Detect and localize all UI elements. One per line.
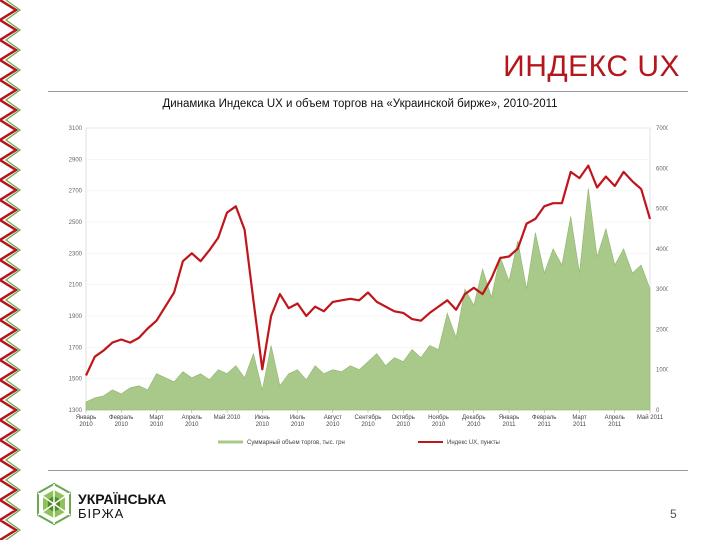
- x-tick-label-year: 2010: [432, 422, 446, 428]
- y-right-tick: 0: [656, 408, 660, 414]
- y-right-tick: 70000: [656, 126, 668, 132]
- x-tick-label-year: 2010: [291, 422, 305, 428]
- exchange-logo-icon: [37, 482, 71, 526]
- x-tick-label: Апрель: [605, 415, 625, 421]
- page-title: ИНДЕКС UX: [503, 50, 680, 83]
- logo-text-line1: УКРАЇНСЬКА: [78, 491, 167, 507]
- x-tick-label-year: 2010: [79, 422, 93, 428]
- x-tick-label: Январь: [499, 415, 520, 421]
- x-tick-label: Сентябрь: [355, 415, 382, 421]
- x-tick-label-year: 2011: [573, 422, 587, 428]
- zigzag-line-1: [0, 0, 19, 540]
- x-tick-label-year: 2010: [326, 422, 340, 428]
- y-right-tick: 50000: [656, 207, 668, 213]
- x-tick-label: Февраль: [109, 415, 133, 421]
- x-tick-label-year: 2010: [397, 422, 411, 428]
- y-right-tick: 60000: [656, 166, 668, 172]
- x-tick-label: Октябрь: [392, 415, 415, 421]
- y-left-tick: 2900: [69, 157, 83, 163]
- x-tick-label: Январь: [76, 415, 97, 421]
- index-line-series: [85, 164, 652, 376]
- x-tick-label: Май 2010: [214, 414, 241, 421]
- y-left-tick: 1900: [69, 314, 83, 320]
- x-tick-label: Март: [149, 415, 164, 421]
- x-tick-label-year: 2011: [608, 422, 622, 428]
- x-tick-label-year: 2011: [538, 422, 552, 428]
- logo-text-line2: БІРЖА: [78, 506, 125, 521]
- y-left-tick: 1700: [69, 345, 83, 351]
- y-left-tick: 2300: [69, 251, 83, 257]
- y-right-tick: 20000: [656, 327, 668, 333]
- x-tick-label-year: 2010: [185, 422, 199, 428]
- x-tick-label: Август: [324, 415, 342, 421]
- volume-area-series: [85, 188, 651, 411]
- x-tick-label-year: 2010: [150, 422, 164, 428]
- x-tick-label: Май 2011: [637, 414, 664, 421]
- x-tick-label: Декабрь: [462, 415, 485, 421]
- y-right-tick: 40000: [656, 247, 668, 253]
- x-tick-label-year: 2010: [361, 422, 375, 428]
- y-left-tick: 2500: [69, 220, 83, 226]
- legend-index-label: Индекс UX, пункты: [447, 440, 500, 446]
- y-left-tick: 2100: [69, 283, 83, 289]
- y-left-tick: 1500: [69, 377, 83, 383]
- footer-divider: [48, 470, 688, 471]
- index-volume-chart: 3100 2900 2700 2500 2300 2100 1900 1700 1500 1300…: [69, 126, 668, 446]
- zigzag-line-2: [4, 0, 22, 540]
- x-tick-label: Апрель: [182, 415, 202, 421]
- chart-subtitle: Динамика Индекса UX и объем торгов на «У…: [162, 98, 558, 110]
- x-tick-label-year: 2010: [256, 422, 270, 428]
- x-tick-label-year: 2010: [467, 422, 481, 428]
- x-tick-label: Июль: [290, 415, 305, 421]
- x-tick-label: Февраль: [532, 415, 556, 421]
- x-tick-label-year: 2010: [115, 422, 129, 428]
- x-tick-label-year: 2011: [503, 422, 517, 428]
- y-right-tick: 30000: [656, 287, 668, 293]
- y-left-tick: 1300: [69, 408, 83, 414]
- x-tick-label: Ноябрь: [428, 415, 449, 421]
- x-tick-label: Март: [572, 415, 587, 421]
- decorative-zigzag-border: [0, 0, 22, 540]
- y-left-tick: 2700: [69, 189, 83, 195]
- title-divider: [48, 91, 688, 92]
- y-left-tick: 3100: [69, 126, 83, 132]
- legend-volume-label: Суммарный объем торгов, тыс. грн: [247, 439, 345, 446]
- page-number: 5: [670, 507, 677, 521]
- x-tick-label: Июнь: [255, 415, 270, 421]
